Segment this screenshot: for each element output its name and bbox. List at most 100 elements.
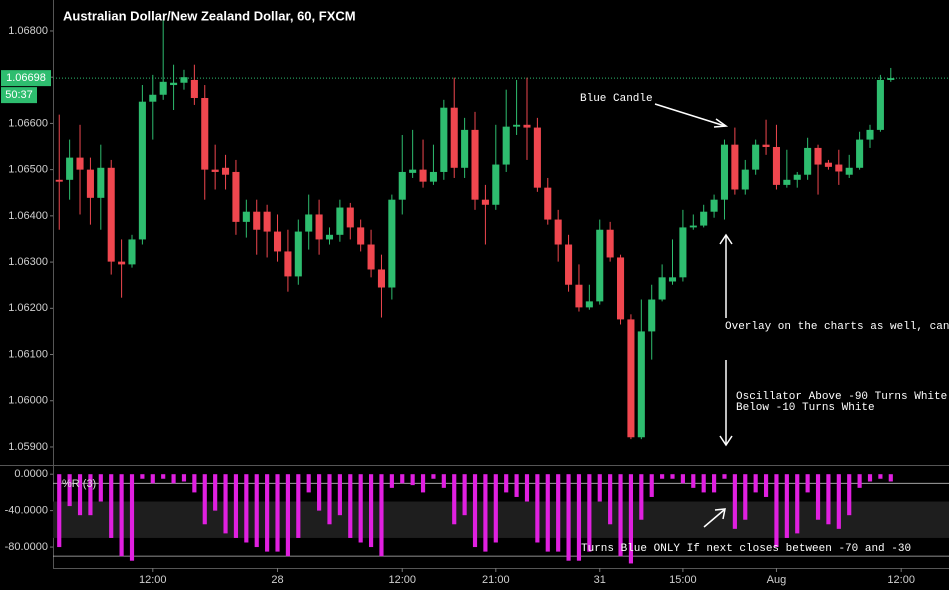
oscillator-bar (358, 474, 363, 543)
y-tick-label: 1.06200 (8, 302, 48, 314)
oscillator-bar (317, 474, 322, 511)
y-tick-label: 1.06300 (8, 256, 48, 268)
candle-body (429, 171, 437, 182)
candle-body (180, 77, 188, 83)
oscillator-bar (732, 474, 737, 529)
oscillator-bar (722, 474, 727, 479)
oscillator-bar (129, 474, 135, 561)
candle-body (762, 144, 770, 147)
candle-body (637, 331, 645, 438)
oscillator-bar (296, 474, 301, 538)
oscillator-bar (275, 474, 280, 552)
oscillator-bar (67, 474, 72, 507)
candle-body (211, 169, 219, 172)
oscillator-bar (181, 474, 187, 482)
oscillator-bar (576, 474, 582, 561)
x-tick-label: 15:00 (669, 574, 697, 586)
candle-body (741, 169, 749, 190)
oscillator-bar (847, 474, 852, 516)
candle-body (263, 211, 271, 232)
oscillator-bar (348, 474, 353, 538)
annotation: Blue Candle (580, 93, 653, 105)
candle-body (294, 231, 302, 277)
candle-body (440, 107, 448, 172)
candle-body (824, 162, 832, 167)
oscillator-bar (743, 474, 748, 520)
candle-body (357, 227, 365, 245)
candle-body (346, 207, 354, 228)
oscillator-bar (556, 474, 561, 552)
oscillator-bar (244, 474, 249, 543)
candle-body (752, 144, 760, 170)
oscillator-bar (389, 474, 394, 488)
candle-body (502, 126, 510, 165)
countdown: 50:37 (5, 89, 33, 101)
arrow (654, 103, 726, 127)
candle-body (617, 257, 625, 320)
x-tick-label: Aug (767, 574, 787, 586)
y-tick-label: 0.0000 (14, 468, 48, 480)
candle-body (575, 284, 583, 308)
candle-body (170, 82, 178, 86)
oscillator-bar (805, 474, 810, 493)
candle-body (315, 214, 323, 240)
candle-body (450, 107, 458, 168)
oscillator-bar (233, 474, 239, 538)
candle-body (814, 147, 822, 165)
oscillator-bar (213, 474, 218, 511)
candle-body (284, 251, 292, 277)
candle-body (273, 231, 282, 252)
oscillator-bar (618, 474, 623, 557)
oscillator-bar (493, 474, 498, 543)
candle-body (835, 164, 843, 172)
y-tick-label: 1.05900 (8, 441, 48, 453)
candle-body (253, 211, 261, 230)
oscillator-bar (888, 474, 893, 482)
oscillator-bar (202, 474, 207, 525)
candle-body (222, 167, 230, 175)
arrow-head (719, 435, 733, 447)
x-tick-label: 31 (594, 574, 606, 586)
oscillator-bar (763, 474, 769, 497)
candle-body (585, 301, 593, 308)
oscillator-bar (504, 474, 509, 493)
y-tick-label: 1.06800 (8, 25, 48, 37)
candle-body (658, 277, 666, 300)
oscillator-bar (815, 474, 821, 520)
candle-body (325, 234, 334, 240)
candle-body (783, 179, 791, 185)
oscillator-bar (857, 474, 862, 488)
oscillator-bar (379, 474, 384, 557)
oscillator-bar (77, 474, 83, 516)
candle-body (793, 174, 801, 180)
oscillator-bar (878, 474, 883, 479)
oscillator-bar (472, 474, 478, 548)
price-label: 1.06698 (6, 72, 46, 84)
candle-body (242, 211, 250, 222)
candle-body (305, 214, 313, 232)
candle-body (461, 129, 469, 168)
oscillator-bar (161, 474, 166, 479)
arrow-head (713, 118, 729, 128)
oscillator-bar (514, 474, 519, 497)
plot-area (53, 19, 949, 564)
candle-body (845, 167, 853, 175)
oscillator-bar (327, 474, 332, 525)
candle-body (627, 319, 635, 438)
candle-body (118, 261, 126, 265)
y-tick-label: -40.0000 (5, 505, 48, 517)
oscillator-bar (420, 474, 426, 493)
oscillator-bar (628, 474, 634, 564)
candle-body (689, 225, 697, 228)
oscillator-bar (774, 474, 779, 548)
oscillator-bar (660, 474, 665, 479)
candle-body (648, 299, 656, 332)
oscillator-bar (680, 474, 685, 484)
oscillator-bar (109, 474, 114, 538)
candle-body (554, 219, 562, 245)
candle-body (679, 227, 687, 278)
chart-title: Australian Dollar/New Zealand Dollar, 60… (63, 8, 356, 23)
candle-body (128, 239, 136, 265)
candle-body (377, 269, 385, 288)
